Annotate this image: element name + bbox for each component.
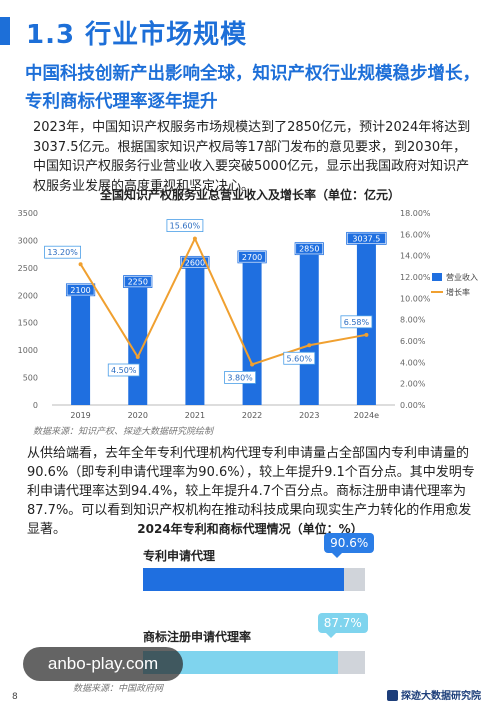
brand-logo-icon <box>387 690 398 701</box>
y-right-tick-label: 18.00% <box>400 209 431 218</box>
growth-data-label: 5.60% <box>287 354 313 363</box>
section-title: 1.3 行业市场规模 <box>26 20 248 50</box>
y-right-tick-label: 0.00% <box>400 401 426 410</box>
footer-brand: 探迹大数据研究院 <box>387 687 481 702</box>
footer-brand-text: 探迹大数据研究院 <box>401 691 481 702</box>
revenue-label-fill <box>181 257 209 268</box>
patent-agency-fill <box>143 568 345 591</box>
legend-growth-label: 增长率 <box>446 287 470 297</box>
x-tick-label: 2023 <box>299 411 319 420</box>
revenue-bar <box>185 262 205 405</box>
growth-label-box <box>224 371 256 384</box>
y-left-tick-label: 1000 <box>18 346 38 355</box>
watermark-badge: anbo-play.com <box>23 647 183 681</box>
revenue-label-fill <box>67 284 94 295</box>
revenue-label-fill <box>124 276 151 287</box>
revenue-label-fill <box>238 251 266 262</box>
y-right-tick-label: 6.00% <box>400 337 426 346</box>
revenue-data-label: 2700 <box>242 253 262 262</box>
chart1-title: 全国知识产权服务业总营业收入及增长率（单位：亿元） <box>99 188 400 202</box>
x-tick-label: 2024e <box>354 411 379 420</box>
growth-data-label: 3.80% <box>227 373 253 382</box>
y-left-tick-label: 3500 <box>18 209 38 218</box>
trademark-agency-track <box>143 651 365 674</box>
page-number: 8 <box>12 692 18 702</box>
growth-label-box <box>166 219 204 233</box>
chart1-source: 数据来源：知识产权、探迹大数据研究院绘制 <box>33 427 214 437</box>
revenue-data-label: 2850 <box>299 245 319 254</box>
revenue-data-label: 2100 <box>70 286 90 295</box>
revenue-data-label: 2250 <box>128 278 148 287</box>
revenue-label-fill <box>347 233 386 244</box>
y-left-tick-label: 3000 <box>18 236 38 245</box>
revenue-bar <box>71 289 91 405</box>
growth-rate-point <box>307 343 312 348</box>
y-right-tick-label: 12.00% <box>400 273 431 282</box>
growth-rate-point <box>78 262 83 267</box>
x-tick-label: 2020 <box>128 411 148 420</box>
section-subtitle: 中国科技创新产出影响全球，知识产权行业规模稳步增长，专利商标代理率逐年提升 <box>25 64 480 112</box>
growth-label-box <box>44 245 81 259</box>
revenue-bar <box>242 256 262 405</box>
x-tick-label: 2019 <box>70 411 90 420</box>
growth-label-box <box>340 315 373 329</box>
trademark-agency-label: 商标注册申请代理率 <box>143 630 252 644</box>
y-left-tick-label: 2000 <box>18 291 38 300</box>
growth-rate-point <box>192 236 197 241</box>
legend-revenue-swatch <box>432 273 442 281</box>
growth-rate-point <box>135 355 140 359</box>
x-tick-label: 2021 <box>185 411 205 420</box>
growth-label-box <box>107 363 140 377</box>
growth-rate-point <box>364 332 369 337</box>
patent-agency-track <box>143 568 365 591</box>
patent-agency-label: 专利申请代理 <box>143 549 216 563</box>
growth-rate-line <box>79 236 367 366</box>
chart2-title: 2024年专利和商标代理情况（单位：%） <box>137 522 363 536</box>
y-right-tick-label: 16.00% <box>400 230 431 239</box>
y-left-tick-label: 2500 <box>18 264 38 273</box>
revenue-bar <box>299 248 319 405</box>
y-left-tick-label: 500 <box>23 374 38 383</box>
y-right-tick-label: 4.00% <box>400 358 426 367</box>
growth-rate-point <box>250 362 255 367</box>
paragraph-agency-rate: 从供给端看，去年全年专利代理机构代理专利申请量占全部国内专利申请量的90.6%（… <box>27 446 475 537</box>
revenue-growth-chart: 0 500 1000 1500 2000 2500 3000 3500 0.00% 2.00% 4.… <box>18 209 478 420</box>
y-left-tick-label: 1500 <box>18 319 38 328</box>
y-right-tick-label: 2.00% <box>400 380 426 389</box>
revenue-data-label: 3037.5 <box>352 234 380 243</box>
revenue-data-label: 2600 <box>185 258 205 267</box>
y-left-tick-label: 0 <box>33 401 38 410</box>
section-accent-bar <box>0 17 10 45</box>
growth-data-label: 15.60% <box>170 222 201 231</box>
chart2-source: 数据来源：中国政府网 <box>73 684 164 694</box>
y-right-tick-label: 8.00% <box>400 316 426 325</box>
growth-data-label: 13.20% <box>47 248 78 257</box>
revenue-label-fill <box>296 243 323 254</box>
x-tick-label: 2022 <box>242 411 262 420</box>
y-right-tick-label: 10.00% <box>400 294 431 303</box>
paragraph-market-size: 2023年，中国知识产权服务市场规模达到了2850亿元，预计2024年将达到30… <box>33 120 471 194</box>
legend-revenue-label: 营业收入 <box>446 272 478 282</box>
growth-label-box <box>283 351 316 365</box>
growth-data-label: 6.58% <box>344 318 370 327</box>
trademark-agency-fill <box>143 651 338 674</box>
growth-data-label: 4.50% <box>111 366 137 375</box>
patent-agency-value: 90.6% <box>324 533 375 558</box>
y-right-tick-label: 14.00% <box>400 252 431 261</box>
trademark-agency-value: 87.7% <box>317 613 368 638</box>
